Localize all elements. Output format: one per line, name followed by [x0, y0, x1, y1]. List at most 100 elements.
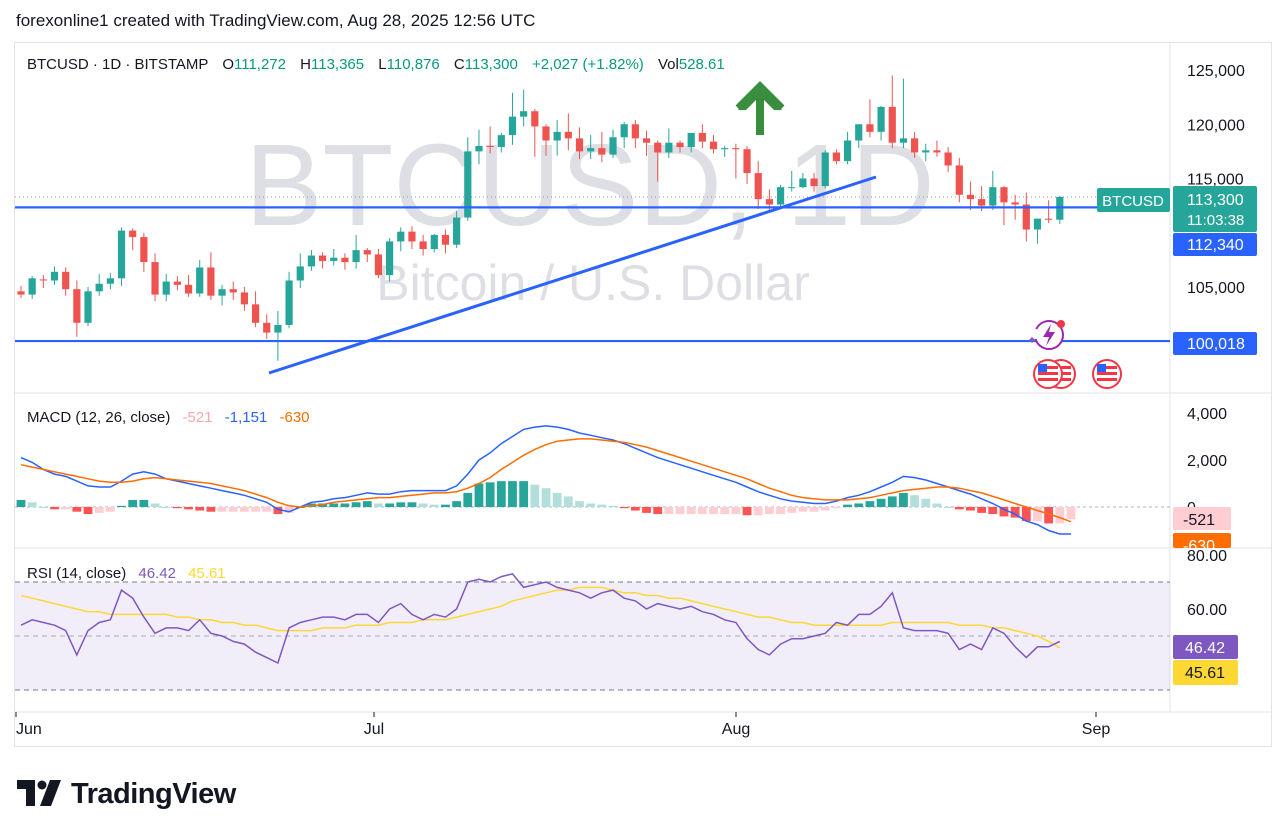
legend-vol-value: 528.61	[679, 56, 725, 73]
price-tick-label: 120,000	[1187, 117, 1245, 134]
candle-body	[106, 278, 114, 284]
tradingview-logo: TradingView	[17, 778, 236, 810]
candle-body	[877, 106, 885, 132]
time-tick-label: Jul	[364, 721, 384, 738]
candle-body	[978, 199, 986, 206]
candle-body	[598, 148, 606, 155]
macd-hist-bar	[1055, 507, 1065, 524]
candle-body	[754, 173, 762, 200]
macd-hist-bar	[876, 498, 886, 507]
legend-open-value: 111,272	[234, 56, 286, 73]
macd-hist-bar	[38, 507, 48, 508]
us-flag-event-icon-3[interactable]	[1092, 359, 1122, 389]
macd-hist-bar	[362, 501, 372, 507]
us-flag-event-icon-2[interactable]	[1033, 359, 1063, 389]
candle-body	[609, 137, 617, 155]
candle-body	[888, 106, 896, 143]
price-tick-label: 115,000	[1187, 172, 1244, 189]
candle-body	[553, 131, 561, 141]
candle-body	[955, 165, 963, 195]
rsi-ma-line	[20, 586, 1061, 649]
macd-hist-bar	[195, 507, 205, 511]
candle-body	[173, 281, 181, 285]
candle-body	[1022, 204, 1030, 230]
macd-hist-bar	[407, 502, 417, 507]
legend-high-label: H	[300, 56, 311, 73]
macd-hist-bar	[977, 507, 987, 513]
candle-body	[642, 138, 651, 143]
macd-hist-bar	[764, 507, 774, 515]
candle-body	[587, 148, 595, 152]
candle-body	[263, 322, 271, 333]
candle-body	[1045, 218, 1053, 220]
macd-tick-label: 2,000	[1187, 453, 1227, 470]
rsi-legend-value: 46.42	[138, 565, 176, 582]
time-tick-label: Sep	[1082, 721, 1111, 738]
macd-hist-bar	[150, 503, 160, 507]
trend-line[interactable]	[268, 175, 877, 375]
macd-hist-bar	[262, 507, 272, 512]
macd-hist-bar	[988, 507, 998, 515]
lightning-event-icon[interactable]	[1029, 320, 1065, 350]
candle-body	[17, 291, 25, 295]
candle-body	[620, 124, 628, 138]
macd-hist-bar	[329, 503, 339, 507]
rsi-tick-label: 60.00	[1187, 602, 1227, 619]
macd-legend-label: MACD (12, 26, close)	[27, 409, 170, 426]
candle-body	[989, 187, 997, 206]
lower-line-label-text: 100,018	[1187, 336, 1245, 353]
candle-body	[698, 132, 706, 142]
macd-tick-label: 4,000	[1187, 406, 1227, 423]
candle-body	[162, 281, 170, 295]
rsi-axis[interactable]: 80.00 60.00	[1187, 548, 1227, 619]
time-axis[interactable]: Jun Jul Aug Sep	[15, 712, 1111, 738]
tradingview-logo-icon	[17, 780, 61, 806]
candle-body	[397, 231, 405, 242]
macd-hist-bar	[664, 507, 674, 515]
candle-body	[430, 234, 438, 250]
macd-hist-bar	[731, 507, 741, 515]
candle-body	[520, 111, 528, 117]
candle-body	[665, 142, 673, 153]
price-axis[interactable]: 125,000 120,000 115,000 105,000	[1187, 63, 1245, 297]
rsi-legend-label: RSI (14, close)	[27, 565, 126, 582]
candle-body	[341, 257, 349, 263]
macd-hist-bar	[50, 507, 59, 510]
candle-body	[363, 250, 371, 255]
candle-body	[933, 150, 941, 153]
candle-body	[196, 267, 204, 294]
up-arrow-icon[interactable]	[735, 81, 785, 135]
macd-hist-bar	[251, 507, 260, 512]
macd-hist-bar	[463, 492, 473, 507]
macd-hist-badge-text: -521	[1183, 512, 1215, 529]
candle-body	[765, 199, 773, 205]
candle-body	[631, 124, 639, 139]
macd-hist-bar	[1021, 507, 1031, 522]
macd-hist-bar	[284, 507, 294, 513]
macd-hist-bar	[753, 507, 763, 516]
macd-hist-bar	[675, 507, 685, 515]
candle-body	[95, 283, 103, 292]
candle-body	[1033, 218, 1042, 230]
macd-hist-bar	[608, 505, 618, 507]
macd-hist-bar	[217, 507, 227, 512]
macd-hist-bar	[966, 507, 975, 511]
macd-hist-bar	[787, 507, 797, 513]
macd-hist-bar	[686, 507, 696, 515]
upper-line-label-text: 112,340	[1187, 237, 1244, 254]
macd-hist-bar	[240, 507, 249, 512]
candle-body	[374, 254, 383, 276]
legend-open-label: O	[222, 56, 234, 73]
candle-body	[285, 280, 293, 325]
macd-hist-bar	[832, 507, 841, 509]
candle-body	[73, 289, 81, 323]
candle-body	[721, 148, 729, 150]
candle-body	[542, 126, 550, 141]
macd-hist-bar	[396, 502, 406, 507]
macd-hist-bar	[999, 507, 1009, 517]
candle-body	[732, 148, 740, 150]
candle-body	[117, 230, 126, 279]
candle-body	[922, 150, 930, 153]
candle-body	[776, 187, 785, 205]
